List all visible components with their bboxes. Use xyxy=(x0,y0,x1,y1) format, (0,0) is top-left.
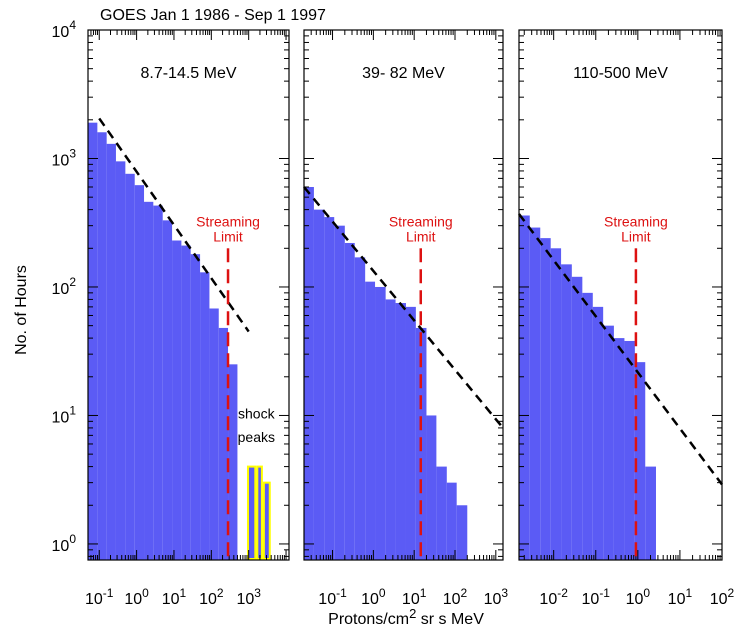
histogram-bar xyxy=(144,201,154,560)
shock-peak-bar xyxy=(246,465,257,561)
figure-header: GOES Jan 1 1986 - Sep 1 1997 xyxy=(100,7,326,24)
histogram-bar xyxy=(228,364,238,560)
x-tick-label: 10-1 xyxy=(318,586,347,608)
shock-peak-bar xyxy=(256,465,263,561)
histogram-bar xyxy=(603,325,614,560)
histogram-bar xyxy=(125,173,135,560)
panel-title: 39- 82 MeV xyxy=(362,65,445,82)
x-tick-label: 101 xyxy=(162,586,187,608)
power-law-fit-line xyxy=(518,213,723,486)
histogram-bar xyxy=(334,225,345,561)
x-tick-label: 10-1 xyxy=(582,586,611,608)
x-tick-label: 100 xyxy=(361,586,386,608)
histogram-bar xyxy=(304,186,314,560)
histogram-bar xyxy=(344,242,355,560)
histogram-bar xyxy=(561,264,572,560)
histogram-bar xyxy=(550,248,562,560)
histogram-bar xyxy=(106,143,116,560)
histogram-bar xyxy=(385,299,396,560)
streaming-limit-label-1: Streaming xyxy=(604,213,668,229)
x-axis-label: Protons/cm2 sr s MeV xyxy=(328,606,484,628)
shock-peaks-label-1: shock xyxy=(238,405,276,421)
power-law-fit-line xyxy=(303,186,504,429)
histogram-bar xyxy=(395,303,406,560)
panel-title: 8.7-14.5 MeV xyxy=(140,65,236,82)
histogram-bar xyxy=(313,209,325,561)
histogram-bar xyxy=(200,272,210,560)
y-axis-label: No. of Hours xyxy=(13,265,30,355)
histogram-bar xyxy=(88,122,98,561)
histogram-bar xyxy=(134,185,145,560)
x-tick-label: 102 xyxy=(710,586,735,608)
y-tick-label: 103 xyxy=(52,146,77,169)
histogram-bar xyxy=(645,466,656,560)
histogram-bar xyxy=(613,338,625,560)
x-tick-label: 101 xyxy=(668,586,693,608)
histogram-bar xyxy=(426,415,437,560)
histogram-bar xyxy=(172,240,182,560)
histogram-bar xyxy=(97,132,107,560)
histogram-bar xyxy=(115,161,126,560)
y-tick-label: 102 xyxy=(52,275,77,298)
x-tick-label: 100 xyxy=(626,586,651,608)
plot-frame xyxy=(87,29,290,561)
histogram-bar xyxy=(592,306,604,560)
x-tick-label: 102 xyxy=(443,586,468,608)
histogram-bar xyxy=(634,362,646,560)
x-tick-label: 10-1 xyxy=(85,586,114,608)
histogram-bar xyxy=(624,340,635,560)
streaming-limit-label-1: Streaming xyxy=(196,213,260,229)
histogram-bar xyxy=(218,327,229,560)
histogram-bar xyxy=(181,245,191,560)
histogram-bar xyxy=(436,466,447,560)
histogram-bar xyxy=(519,215,530,560)
histogram-bar xyxy=(375,286,386,560)
histogram-bar xyxy=(354,257,366,560)
x-tick-label: 10-2 xyxy=(539,586,568,608)
x-tick-label: 100 xyxy=(124,586,149,608)
histogram-bar xyxy=(540,238,551,560)
plot-frame xyxy=(518,29,723,561)
x-tick-label: 103 xyxy=(236,586,261,608)
histogram-bar xyxy=(529,227,541,560)
histogram-bar xyxy=(190,254,201,560)
streaming-limit-label-2: Limit xyxy=(621,228,651,244)
y-tick-label: 104 xyxy=(52,18,77,41)
streaming-limit-label-2: Limit xyxy=(406,228,436,244)
histogram-bar xyxy=(582,292,593,560)
panel-title: 110-500 MeV xyxy=(573,65,668,82)
histogram-bar xyxy=(162,220,173,561)
histogram-bar xyxy=(446,482,457,560)
shock-peak-bar xyxy=(262,481,271,560)
y-tick-label: 100 xyxy=(52,532,77,555)
histogram-bar xyxy=(456,505,468,560)
power-law-fit-line xyxy=(98,117,250,333)
histogram-bar xyxy=(324,217,335,560)
x-tick-label: 102 xyxy=(199,586,224,608)
histogram-bar xyxy=(153,205,163,560)
histogram-bar xyxy=(571,276,583,560)
shock-peaks-label-2: peaks xyxy=(238,429,275,445)
streaming-limit-label-2: Limit xyxy=(213,228,243,244)
plot-frame xyxy=(303,29,504,561)
x-tick-label: 103 xyxy=(484,586,509,608)
y-tick-label: 101 xyxy=(52,403,77,426)
x-tick-label: 101 xyxy=(402,586,427,608)
histogram-bar xyxy=(365,281,376,560)
histogram-bar xyxy=(209,308,219,560)
histogram-bar xyxy=(405,306,416,560)
streaming-limit-label-1: Streaming xyxy=(389,213,453,229)
